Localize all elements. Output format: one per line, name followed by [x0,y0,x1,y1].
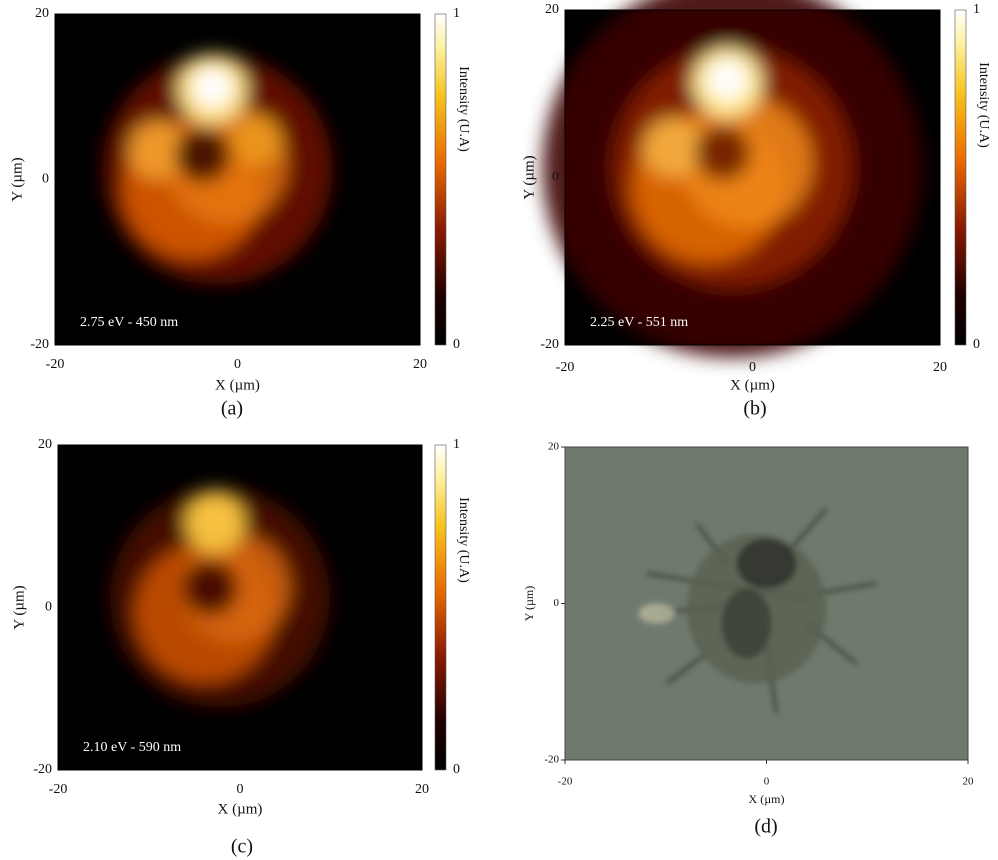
colorbar-tick-label: 0 [453,337,460,352]
annotation: 2.25 eV - 551 nm [590,315,688,330]
x-tick-label: -20 [46,357,65,372]
x-axis-label: X (µm) [215,377,260,393]
colorbar-label: Intensity (U.A) [976,62,991,148]
colorbar [955,10,966,345]
crystal-light [639,604,675,624]
y-tick-label: 0 [552,170,559,185]
annotation: 2.10 eV - 590 nm [83,740,181,755]
x-tick-label: -20 [49,782,68,797]
colorbar-tick-label: 1 [973,2,980,17]
crystal-core [722,589,772,659]
x-tick-label: 20 [415,782,429,797]
glow [185,493,245,553]
glow [695,125,751,181]
y-tick-label: 0 [42,172,49,187]
x-axis-label: X (µm) [218,801,263,817]
panel: -20 0 20 -20 0 20 X (µm) Y (µm) (b) 2.25 eV - 551… [521,0,990,420]
glow [643,118,703,178]
colorbar-tick-label: 1 [453,437,460,452]
y-tick-label: 20 [38,437,52,452]
x-tick-label: -20 [556,360,575,375]
x-tick-label: 20 [413,357,427,372]
y-tick-label: -20 [30,337,49,352]
x-tick-label: 20 [933,360,947,375]
x-axis-label: X (µm) [749,792,785,806]
x-tick-label: 0 [237,782,244,797]
figure: -20 0 20 -20 0 20 X (µm) Y (µm) (a) 2.75 eV - 450… [0,0,998,860]
heatmap-glow [110,488,330,708]
colorbar-tick-label: 0 [453,762,460,777]
panel: -20 0 20 -20 0 20 X (µm) Y (µm) (c) 2.10 eV - 590… [11,437,470,857]
y-tick-label: 20 [35,6,49,21]
caption: (c) [231,836,253,858]
y-tick-label: -20 [33,762,52,777]
x-tick-label: 0 [764,776,770,788]
glow [193,68,233,108]
y-tick-label: -20 [544,754,559,766]
glow [182,560,238,616]
x-tick-label: 0 [749,360,756,375]
panel: -20 0 20 -20 0 20 X (µm) Y (µm) (d) [522,441,974,838]
colorbar-label: Intensity (U.A) [456,66,471,152]
glow [233,115,283,165]
y-tick-label: 20 [545,2,559,17]
colorbar [435,14,446,345]
annotation: 2.75 eV - 450 nm [80,315,178,330]
heatmap-glow [103,55,333,285]
y-axis-label: Y (µm) [522,586,536,621]
x-tick-label: 0 [234,357,241,372]
colorbar-tick-label: 0 [973,337,980,352]
x-tick-label: 20 [963,776,975,788]
caption: (a) [221,398,243,420]
glow [175,127,231,183]
x-axis-label: X (µm) [730,377,775,393]
y-tick-label: -20 [540,337,559,352]
y-tick-label: 0 [554,597,560,609]
panel: -20 0 20 -20 0 20 X (µm) Y (µm) (a) 2.75 eV - 450… [9,6,470,419]
colorbar-label: Intensity (U.A) [456,497,471,583]
caption: (d) [754,816,777,838]
crystal-core [737,539,797,589]
glow [708,60,748,100]
y-tick-label: 20 [548,441,560,453]
caption: (b) [743,398,766,420]
y-axis-label: Y (µm) [9,157,25,201]
x-tick-label: -20 [558,776,573,788]
colorbar [435,445,446,770]
y-tick-label: 0 [45,600,52,615]
y-axis-label: Y (µm) [11,585,27,629]
y-axis-label: Y (µm) [521,155,537,199]
colorbar-tick-label: 1 [453,6,460,21]
